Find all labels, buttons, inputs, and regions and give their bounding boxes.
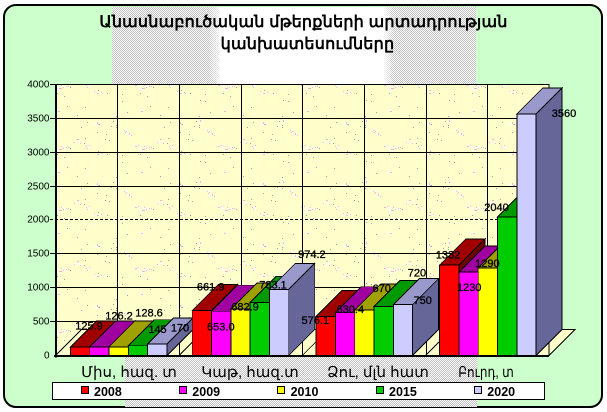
svg-text:128.6: 128.6 [135,308,163,320]
svg-text:1000: 1000 [27,283,50,294]
svg-text:126.2: 126.2 [105,311,133,323]
svg-text:1500: 1500 [27,249,50,260]
svg-text:670: 670 [373,283,391,295]
svg-text:576.1: 576.1 [302,315,330,327]
svg-text:170: 170 [171,323,189,335]
svg-text:682.9: 682.9 [231,302,259,314]
svg-text:661.9: 661.9 [197,281,225,293]
svg-text:750: 750 [414,295,432,307]
svg-text:125.9: 125.9 [75,321,103,333]
svg-text:974.2: 974.2 [298,249,326,261]
svg-text:145: 145 [148,324,166,336]
svg-text:653.0: 653.0 [207,321,235,333]
svg-text:1332: 1332 [436,249,460,261]
svg-text:3560: 3560 [552,108,576,120]
svg-text:3500: 3500 [27,114,50,125]
svg-text:1230: 1230 [457,282,481,294]
svg-text:4000: 4000 [27,80,50,91]
svg-text:2000: 2000 [27,215,50,226]
svg-text:783.1: 783.1 [259,280,287,292]
svg-text:2500: 2500 [27,182,50,193]
svg-text:0: 0 [44,351,50,362]
svg-text:630.4: 630.4 [337,304,365,316]
svg-text:500: 500 [33,317,50,328]
svg-text:2040: 2040 [484,202,508,214]
svg-text:3000: 3000 [27,148,50,159]
svg-text:1290: 1290 [475,258,499,270]
svg-text:720: 720 [408,268,426,280]
